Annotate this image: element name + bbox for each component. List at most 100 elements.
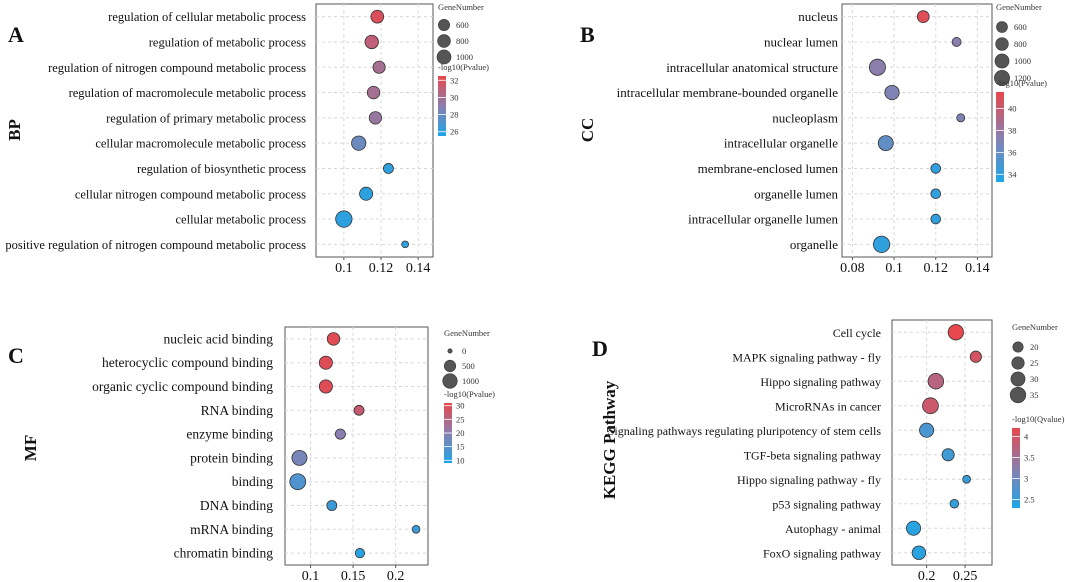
size-legend-label: 35 [1030,390,1039,400]
data-point [318,379,333,394]
y-axis-title: CC [578,118,597,143]
data-point [916,10,930,24]
size-legend-dot [442,373,458,389]
data-point [947,324,964,341]
term-label: organelle lumen [754,186,838,201]
size-legend-title: GeneNumber [438,2,484,12]
data-point [941,448,955,462]
color-legend-title: -log10(Qvalue) [1012,414,1065,424]
panel-letter: A [8,22,24,47]
data-point [372,60,386,74]
term-label: organic cyclic compound binding [92,379,273,394]
data-point [354,548,365,559]
term-label: regulation of macromolecule metabolic pr… [69,86,307,100]
term-label: organelle [790,237,838,252]
data-point [919,422,935,438]
term-label: regulation of primary metabolic process [106,111,306,125]
term-label: enzyme binding [186,427,273,442]
panel-d: D KEGG Pathway 0.2 0.25 Cell cycle MAPK signa… [592,319,1065,582]
color-legend-label: 10 [456,455,465,465]
term-label: mRNA binding [190,522,273,537]
color-legend-label: 30 [450,92,459,102]
data-point [927,373,945,390]
term-label: p53 signaling pathway [772,497,881,511]
size-legend-dot [1010,371,1026,387]
size-legend-label: 800 [1014,39,1027,49]
x-tick-label: 0.1 [885,261,903,276]
term-label: positive regulation of nitrogen compound… [5,238,306,252]
size-legend-title: GeneNumber [444,328,490,338]
x-tick-label: 0.08 [840,261,865,276]
x-tick-label: 0.14 [965,261,990,276]
data-point [326,332,341,346]
color-legend-label: 20 [456,428,465,438]
size-legend-dot [436,49,452,65]
data-point [383,163,394,174]
term-label: regulation of biosynthetic process [137,162,306,176]
term-label: intracellular membrane-bounded organelle [617,85,839,100]
size-legend-label: 1000 [462,376,479,386]
term-label: regulation of nitrogen compound metaboli… [48,61,306,75]
size-legend-label: 1200 [1014,73,1031,83]
term-label: nuclear lumen [764,34,838,49]
size-legend-dot [1009,386,1027,404]
term-label: membrane-enclosed lumen [698,161,839,176]
data-point [906,520,922,536]
data-point [930,163,942,174]
data-point [366,85,381,100]
color-legend-label: 32 [450,75,459,85]
data-point [877,135,894,152]
term-label: heterocyclic compound binding [102,355,273,370]
plot-frame [841,3,993,258]
size-legend-label: 1000 [456,52,473,62]
x-tick-label: 0.14 [406,261,431,276]
size-legend-label: 20 [1030,342,1039,352]
color-legend-label: 25 [456,414,465,424]
data-point [956,113,966,123]
data-point [368,111,383,125]
size-legend-label: 600 [456,20,469,30]
term-label: intracellular anatomical structure [666,60,838,75]
size-legend-dot [443,359,457,373]
x-tick-label: 0.15 [341,569,366,582]
color-legend-label: 40 [1008,103,1017,113]
term-label: cellular metabolic process [176,213,307,227]
data-point [911,545,927,560]
size-legend-label: 500 [462,361,475,371]
color-legend-label: 2.5 [1024,495,1035,505]
y-axis-title: BP [5,119,24,141]
term-label: chromatin binding [174,546,274,561]
size-legend-label: 1000 [1014,56,1031,66]
data-point [922,397,939,415]
data-point [359,186,374,201]
size-legend-dot [447,348,453,354]
data-point [370,9,385,24]
data-point [318,355,333,370]
size-legend-dot [995,37,1009,51]
panel-letter: D [592,336,608,361]
x-tick-label: 0.1 [335,261,353,276]
color-legend-bar [996,92,1004,182]
term-label: Hippo signaling pathway - fly [737,473,881,487]
size-legend-label: 600 [1014,22,1027,32]
data-point [334,428,346,440]
data-point [884,84,900,101]
color-legend-label: 30 [456,401,465,411]
term-label: nucleic acid binding [164,331,274,346]
plot-frame [284,326,429,566]
size-legend-label: 25 [1030,358,1039,368]
data-point [326,500,338,511]
size-legend-dot [1011,356,1025,370]
color-legend-label: 4 [1024,431,1029,441]
data-point [951,37,962,47]
color-legend-label: 3.5 [1024,452,1035,462]
color-legend-bar [438,76,446,136]
color-legend-label: 34 [1008,169,1017,179]
term-label: MicroRNAs in cancer [775,399,881,413]
color-legend-label: 15 [456,442,465,452]
size-legend-label: 30 [1030,374,1039,384]
term-label: intracellular organelle [724,136,838,151]
x-tick-label: 0.12 [369,261,394,276]
term-label: RNA binding [201,403,274,418]
